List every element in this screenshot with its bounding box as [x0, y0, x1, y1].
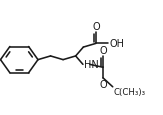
Text: C(CH₃)₃: C(CH₃)₃: [114, 88, 146, 97]
Text: O: O: [92, 21, 100, 31]
Text: HN: HN: [84, 60, 98, 69]
Text: OH: OH: [109, 39, 124, 49]
Text: O: O: [99, 45, 107, 55]
Text: O: O: [99, 80, 107, 90]
